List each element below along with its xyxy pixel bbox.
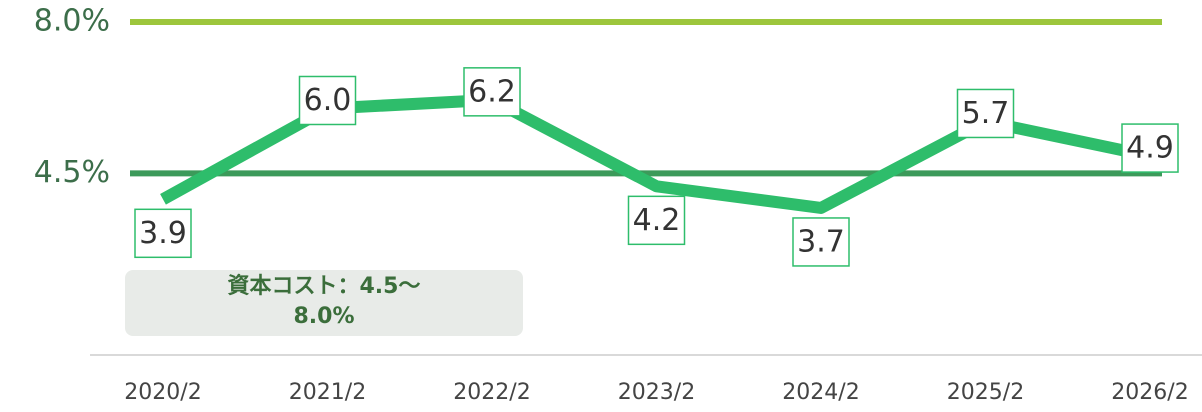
value-label-box	[627, 195, 686, 246]
value-label: 5.7	[962, 96, 1010, 131]
annotation: 資本コスト：4.5〜8.0%	[227, 274, 421, 329]
value-label-box	[792, 217, 850, 267]
value-label: 4.9	[1126, 131, 1174, 166]
value-label: 6.2	[468, 74, 516, 109]
y-tick-label: 4.5%	[34, 155, 110, 190]
x-tick-label: 2022/2	[453, 380, 530, 405]
x-tick-label: 2023/2	[618, 380, 695, 405]
value-label: 6.0	[304, 83, 352, 118]
value-label-box	[1121, 123, 1179, 173]
value-label-box	[298, 75, 357, 126]
value-label: 3.7	[797, 224, 845, 259]
x-tick-label: 2021/2	[289, 380, 366, 405]
value-label-box	[463, 67, 521, 117]
y-tick-label: 8.0%	[34, 4, 110, 39]
value-label-box	[956, 88, 1015, 139]
value-label: 4.2	[633, 203, 681, 238]
annotation-wrap: 資本コスト：4.5〜8.0%	[227, 274, 421, 329]
annotation-box	[125, 270, 523, 336]
value-label-box	[134, 208, 192, 259]
value-label: 3.9	[139, 216, 187, 251]
x-tick-label: 2026/2	[1111, 380, 1188, 405]
x-tick-label: 2025/2	[947, 380, 1024, 405]
x-tick-label: 2020/2	[124, 380, 201, 405]
x-tick-label: 2024/2	[782, 380, 859, 405]
